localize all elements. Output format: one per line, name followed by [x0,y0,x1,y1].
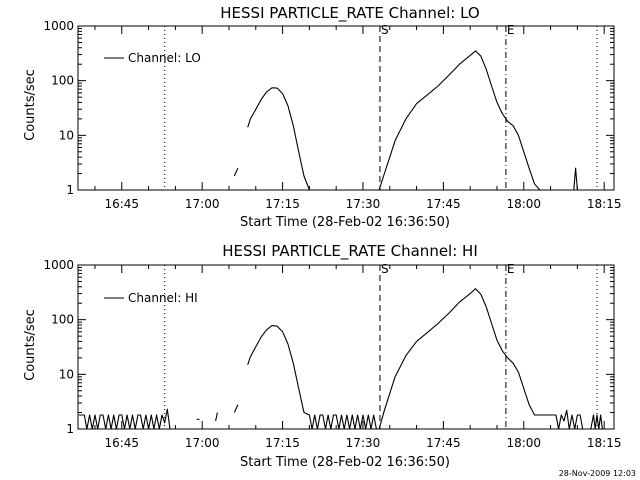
y-tick-label: 1000 [43,258,74,272]
x-tick-label: 17:15 [265,436,300,450]
x-tick-labels: 16:45 17:00 17:15 17:30 17:45 18:00 18:15 [104,436,621,450]
x-axis-label: Start Time (28-Feb-02 16:36:50) [240,455,450,470]
x-tick-label: 18:00 [506,436,541,450]
series-line-segment [78,408,171,430]
x-tick-label: 17:30 [346,197,381,211]
series-line-segment [247,87,310,191]
chart-title: HESSI PARTICLE_RATE Channel: LO [220,4,479,23]
legend: Channel: HI [104,291,198,305]
x-tick-label: 18:15 [587,436,622,450]
y-tick-label: 10 [59,367,74,381]
series-line-segment [573,167,578,191]
legend: Channel: LO [104,51,201,65]
x-tick-label: 18:15 [587,197,622,211]
series-line-segment [378,50,541,191]
y-tick-label: 100 [51,74,74,88]
y-axis-label: Counts/sec [23,309,38,381]
x-tick-label: 16:45 [104,197,139,211]
tick-marks [78,25,614,191]
y-tick-label: 10 [59,128,74,142]
series-line-segment [215,412,218,422]
panel-channel-hi: HESSI PARTICLE_RATE Channel: HI Counts/s… [23,242,621,470]
x-tick-label: 18:00 [506,197,541,211]
series-line-segment [378,288,584,430]
tick-marks [78,264,614,430]
chart-title: HESSI PARTICLE_RATE Channel: HI [222,242,478,261]
plot-frame [77,25,615,191]
x-axis-label: Start Time (28-Feb-02 16:36:50) [240,215,450,230]
y-tick-label: 1 [66,422,74,436]
plot-frame [77,264,615,430]
series-line-segment [233,404,239,413]
marker-label: S [381,23,389,37]
y-tick-label: 100 [51,313,74,327]
x-tick-label: 17:45 [426,436,461,450]
series-line-segment [233,167,239,177]
x-tick-label: 17:30 [346,436,381,450]
marker-label: E [507,262,515,276]
x-tick-label: 17:15 [265,197,300,211]
y-tick-label: 1000 [43,19,74,33]
marker-label: S [381,262,389,276]
footer-timestamp: 28-Nov-2009 12:03 [559,469,636,478]
series-line-segment [247,325,380,430]
series-line-segment [590,414,603,430]
series-lines [233,50,578,191]
y-tick-labels: 1 10 100 1000 [43,258,74,436]
legend-label: Channel: LO [128,51,201,65]
x-tick-label: 16:45 [104,436,139,450]
y-tick-label: 1 [66,183,74,197]
panel-channel-lo: HESSI PARTICLE_RATE Channel: LO Counts/s… [23,4,621,230]
y-axis-label: Counts/sec [23,69,38,141]
marker-label: E [507,23,515,37]
x-tick-labels: 16:45 17:00 17:15 17:30 17:45 18:00 18:15 [104,197,621,211]
x-tick-label: 17:00 [185,436,220,450]
series-lines [78,288,603,430]
x-tick-label: 17:00 [185,197,220,211]
x-tick-label: 17:45 [426,197,461,211]
legend-label: Channel: HI [128,291,198,305]
y-tick-labels: 1 10 100 1000 [43,19,74,197]
